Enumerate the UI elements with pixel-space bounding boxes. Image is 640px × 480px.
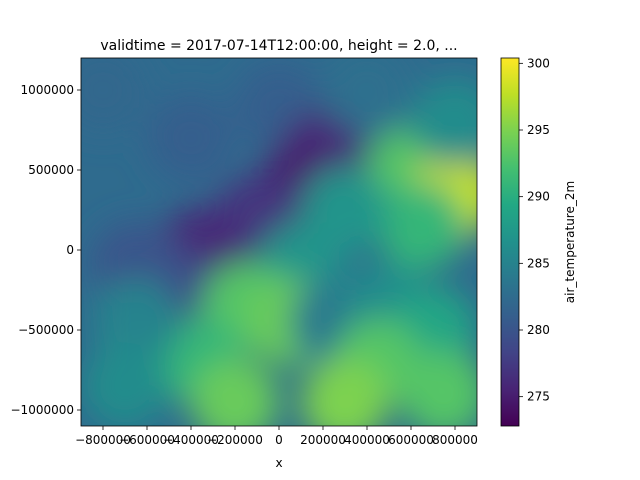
y-tick-label: 500000: [28, 163, 74, 177]
x-tick-label: −600000: [119, 433, 175, 447]
heatmap-cell: [191, 358, 279, 426]
x-tick-label: 400000: [344, 433, 390, 447]
colorbar-ticks: 275 280 285 290 295 300: [519, 56, 550, 404]
heatmap-plot-area: [80, 57, 478, 427]
x-tick-label: 800000: [432, 433, 478, 447]
x-tick-label: −800000: [75, 433, 131, 447]
heatmap-cell: [411, 78, 477, 166]
chart-title: validtime = 2017-07-14T12:00:00, height …: [100, 38, 457, 54]
colorbar-label: air_temperature_2m: [563, 181, 577, 303]
colorbar-gradient: [500, 57, 520, 427]
y-axis-ticks: 1000000 500000 0 −500000 −1000000: [11, 83, 81, 417]
y-tick-label: −1000000: [11, 403, 75, 417]
x-tick-label: 600000: [388, 433, 434, 447]
y-tick-label: 1000000: [21, 83, 74, 97]
heatmap-cell: [400, 350, 477, 426]
colorbar: 275 280 285 290 295 300 air_temperature_2m: [500, 56, 577, 427]
heatmap-cell: [323, 58, 411, 134]
colorbar-tick-label: 300: [527, 56, 550, 70]
y-tick-label: 0: [66, 243, 74, 257]
colorbar-tick-label: 280: [527, 323, 550, 337]
heatmap-cell: [81, 342, 169, 426]
colorbar-tick-label: 285: [527, 256, 550, 270]
x-tick-label: −200000: [207, 433, 263, 447]
heatmap-cell: [147, 94, 235, 182]
x-axis-label: x: [275, 456, 282, 470]
x-tick-label: 0: [275, 433, 283, 447]
heatmap-cell: [81, 58, 147, 134]
x-tick-label: 200000: [300, 433, 346, 447]
x-tick-label: −400000: [163, 433, 219, 447]
x-axis-ticks: −800000−600000−400000−200000 0 20000040000…: [75, 426, 478, 447]
y-tick-label: −500000: [18, 323, 74, 337]
heatmap-cell: [378, 182, 466, 270]
colorbar-tick-label: 290: [527, 190, 550, 204]
heatmap-cell: [301, 358, 389, 426]
colorbar-tick-label: 275: [527, 390, 550, 404]
colorbar-tick-label: 295: [527, 123, 550, 137]
